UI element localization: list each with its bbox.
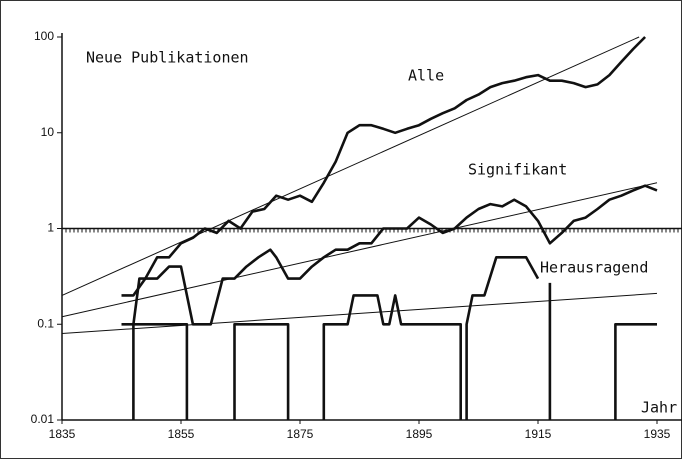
- x-tick-label: 1855: [168, 427, 195, 441]
- trend-line: [61, 182, 658, 318]
- series-line: [121, 184, 658, 326]
- series-line: [132, 256, 657, 420]
- y-tick-label: 100: [34, 29, 54, 43]
- reference-line-ticks: [61, 228, 679, 233]
- y-tick-label: 0.01: [31, 412, 55, 426]
- y-tick-label: 1: [47, 221, 54, 235]
- x-tick-label: 1875: [287, 427, 314, 441]
- series-label: Herausragend: [540, 259, 648, 277]
- x-tick-label: 1895: [406, 427, 433, 441]
- x-tick-label: 1915: [525, 427, 552, 441]
- chart-title: Neue Publikationen: [86, 49, 249, 67]
- x-axis-label: Jahr: [641, 399, 677, 417]
- y-tick-label: 0.1: [37, 316, 54, 330]
- series-label: Signifikant: [468, 161, 567, 179]
- trend-line: [61, 36, 640, 296]
- x-tick-label: 1935: [644, 427, 671, 441]
- trend-line: [61, 292, 658, 334]
- series-line: [121, 36, 647, 297]
- y-tick-label: 10: [41, 125, 55, 139]
- series-label: Alle: [408, 67, 444, 85]
- x-tick-label: 1835: [49, 427, 76, 441]
